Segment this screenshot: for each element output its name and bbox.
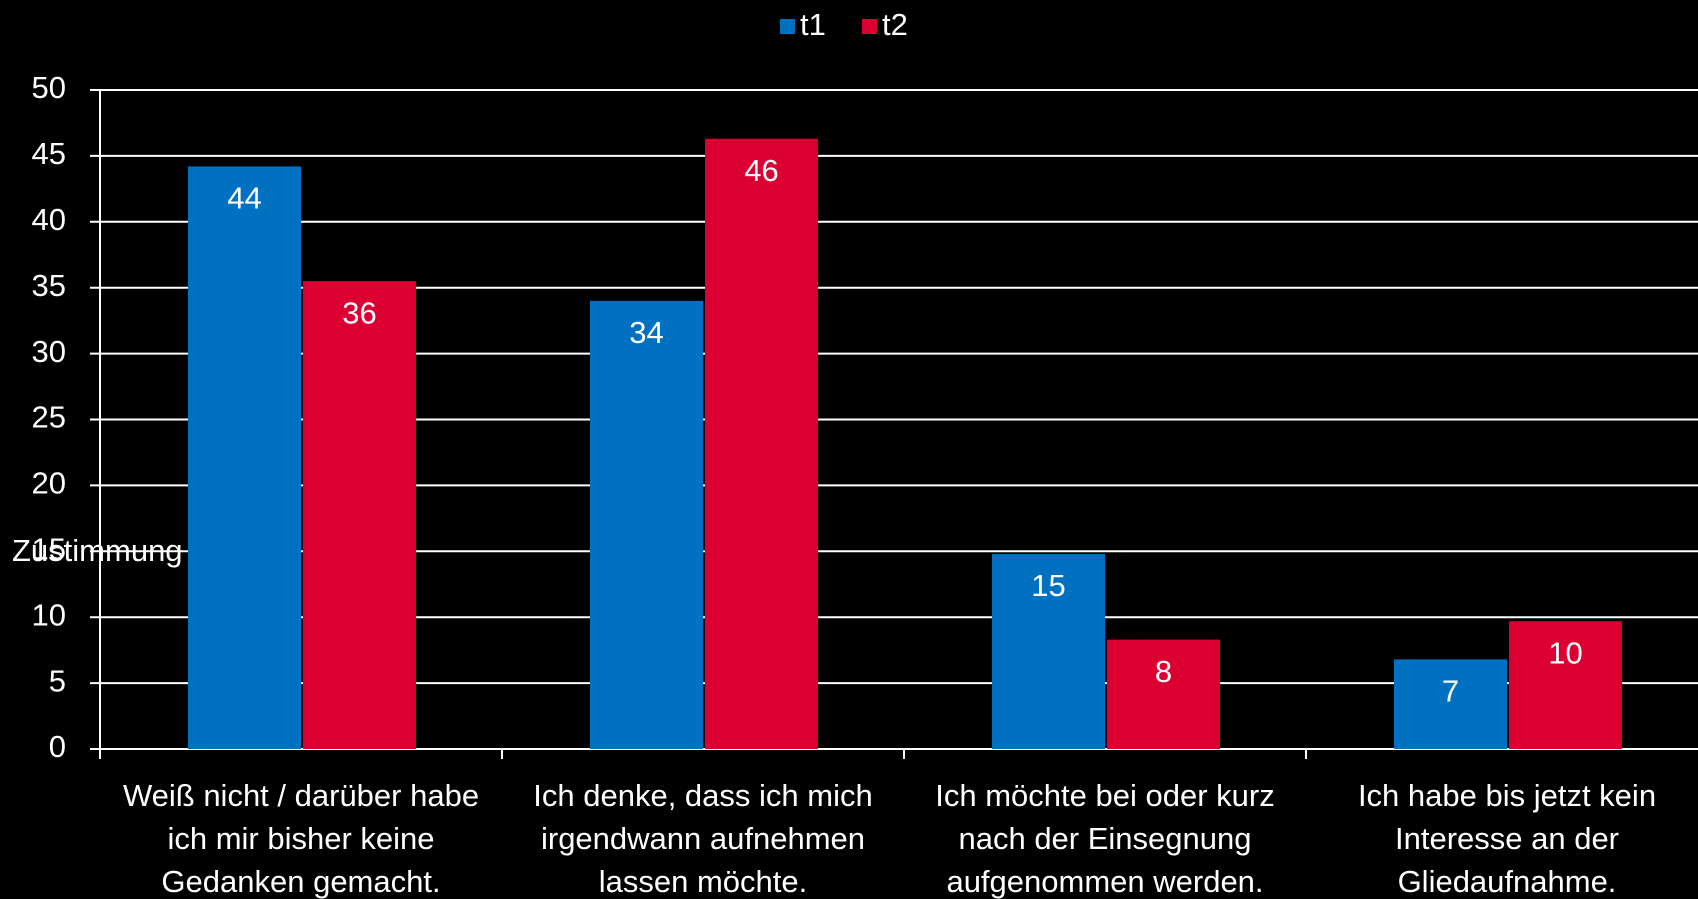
y-tick-label: 40 — [32, 202, 66, 237]
bar — [1509, 621, 1622, 749]
y-tick-label: 50 — [32, 70, 66, 105]
value-label: 15 — [1031, 568, 1065, 603]
x-tick-label: Ich denke, dass ich mich irgendwann aufn… — [533, 778, 873, 899]
y-tick-label: 20 — [32, 466, 66, 501]
bar — [992, 553, 1105, 749]
value-label: 34 — [629, 315, 663, 350]
value-label: 46 — [744, 153, 778, 188]
y-tick-label: 0 — [49, 729, 66, 764]
x-tick-label: Ich habe bis jetzt kein Interesse an der… — [1357, 778, 1657, 899]
y-tick-label: 35 — [32, 268, 66, 303]
y-tick-label: 10 — [32, 597, 66, 632]
value-label: 44 — [227, 181, 261, 216]
bar — [1107, 639, 1220, 749]
bar — [1394, 659, 1507, 749]
bar — [590, 300, 703, 749]
legend-swatch — [862, 19, 877, 34]
legend-label: t1 — [800, 7, 826, 42]
value-label: 10 — [1548, 635, 1582, 670]
legend-label: t2 — [882, 7, 908, 42]
legend-swatch — [780, 19, 795, 34]
x-tick-label: Ich möchte bei oder kurz nach der Einseg… — [935, 778, 1275, 899]
bar — [303, 281, 416, 749]
x-tick-label: Weiß nicht / darüber habe ich mir bisher… — [122, 778, 480, 899]
y-tick-label: 15 — [32, 531, 66, 566]
y-tick-label: 5 — [49, 663, 66, 698]
y-tick-label: 30 — [32, 334, 66, 369]
bar — [705, 138, 818, 750]
y-tick-label: 45 — [32, 136, 66, 171]
value-label: 36 — [342, 295, 376, 330]
y-tick-label: 25 — [32, 400, 66, 435]
value-label: 7 — [1442, 674, 1459, 709]
bar — [188, 166, 301, 750]
value-label: 8 — [1155, 654, 1172, 689]
